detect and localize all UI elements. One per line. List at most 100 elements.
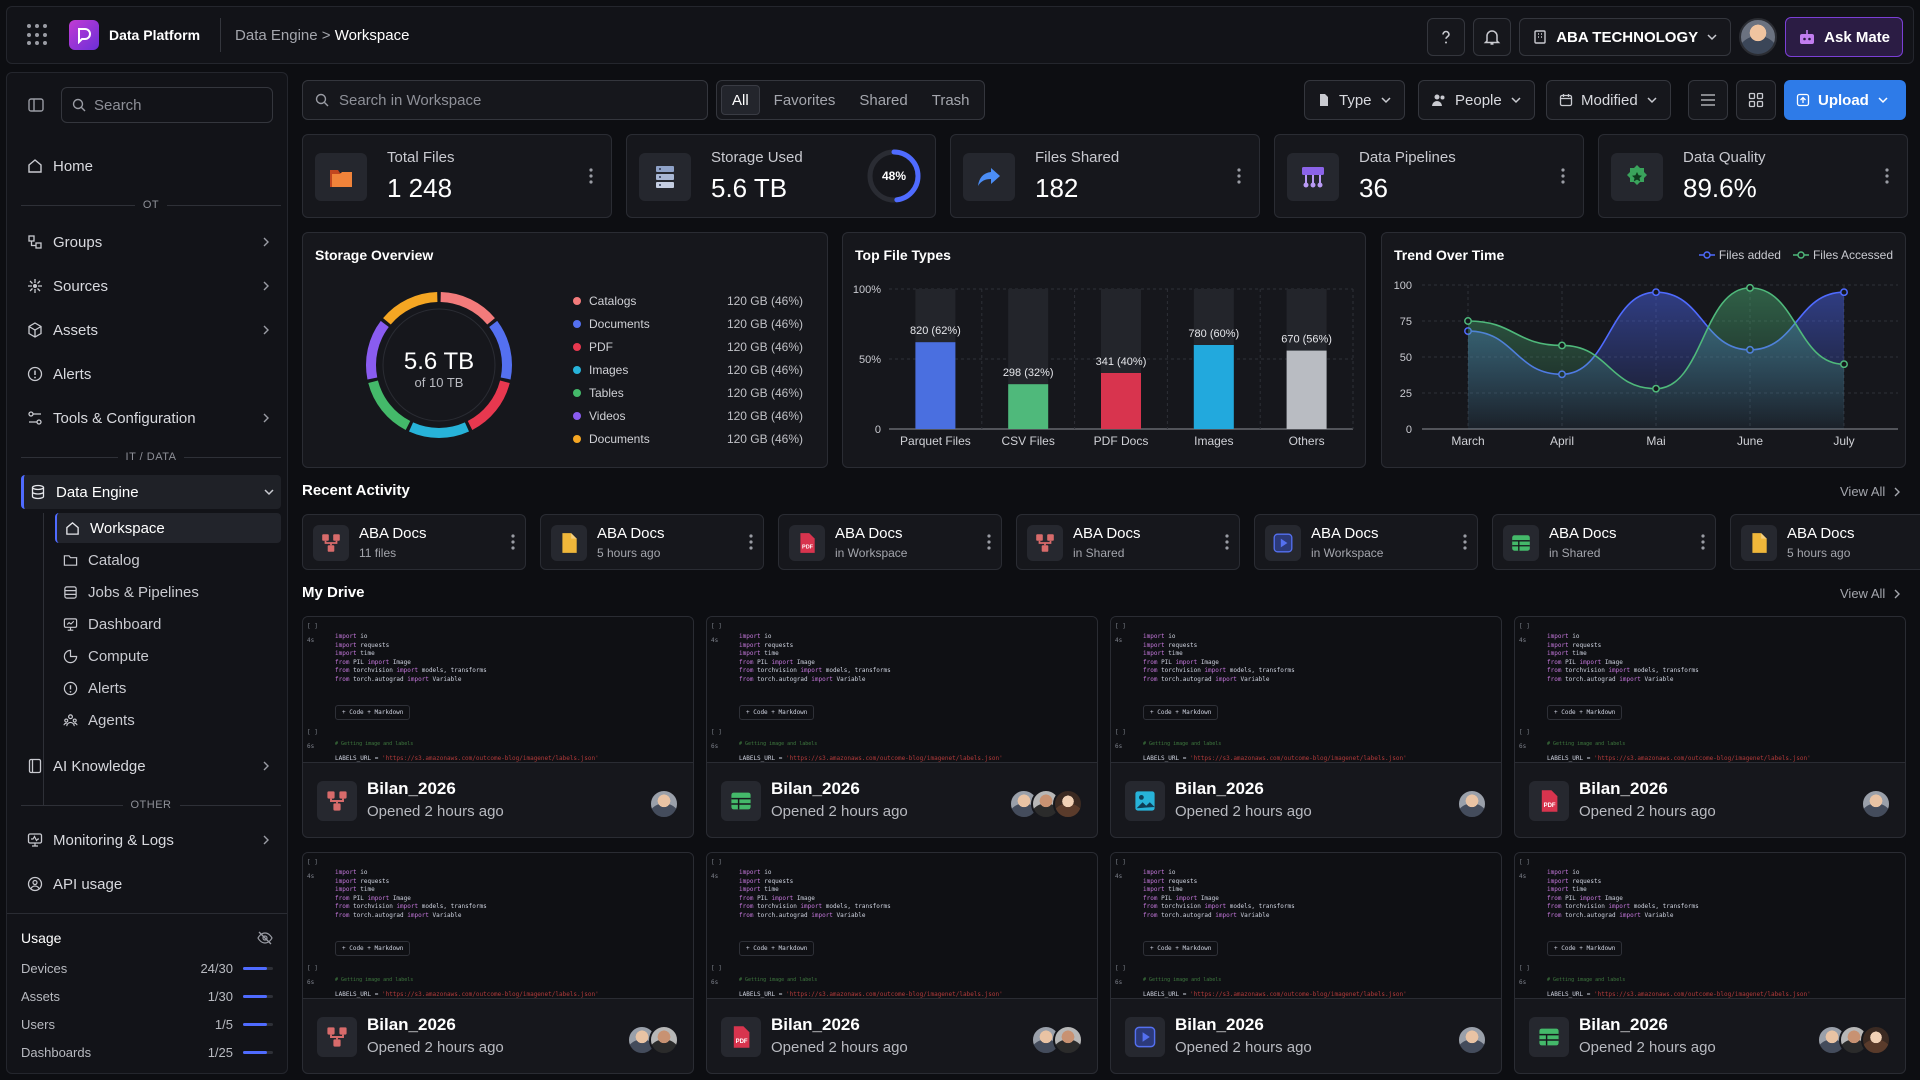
- recent-item-card[interactable]: ABA Docs in Workspace: [1254, 514, 1478, 570]
- avatar[interactable]: [1053, 1025, 1083, 1055]
- drive-file-card[interactable]: [ ] 4s import io import requests import ti…: [1110, 616, 1502, 838]
- sidebar-item-api-usage[interactable]: API usage: [27, 867, 277, 901]
- avatar[interactable]: [649, 789, 679, 819]
- sidebar-toggle-icon[interactable]: [27, 96, 45, 114]
- sidebar-item-alerts[interactable]: Alerts: [27, 357, 277, 391]
- breadcrumb-parent[interactable]: Data Engine: [235, 26, 318, 44]
- monitor-icon: [27, 833, 43, 847]
- drive-view-all-link[interactable]: View All: [1840, 586, 1901, 601]
- recent-item-card[interactable]: ABA Docs 11 files: [302, 514, 526, 570]
- stat-card-data-pipelines[interactable]: Data Pipelines 36: [1274, 134, 1584, 218]
- sidebar-item-ai-knowledge[interactable]: AI Knowledge: [27, 749, 277, 783]
- sidebar-item-groups[interactable]: Groups: [27, 225, 277, 259]
- sidebar-item-home[interactable]: Home: [27, 149, 277, 183]
- recent-item-card[interactable]: ABA Docs in Shared: [1492, 514, 1716, 570]
- legend-value: 120 GB (46%): [726, 316, 803, 331]
- more-vertical-icon[interactable]: [749, 533, 753, 556]
- drive-file-card[interactable]: [ ] 4s import io import requests import ti…: [1110, 852, 1502, 1074]
- home-icon: [66, 521, 79, 535]
- tab-trash[interactable]: Trash: [931, 91, 970, 109]
- drive-file-card[interactable]: [ ] 4s import io import requests import ti…: [302, 852, 694, 1074]
- workspace-search-input[interactable]: Search in Workspace: [302, 80, 708, 120]
- recent-item-card[interactable]: PDF ABA Docs in Workspace: [778, 514, 1002, 570]
- tab-shared[interactable]: Shared: [859, 91, 908, 109]
- more-vertical-icon[interactable]: [1885, 167, 1889, 185]
- bar[interactable]: [1193, 345, 1234, 429]
- shared-avatars: [1031, 1025, 1083, 1055]
- more-vertical-icon[interactable]: [589, 167, 593, 185]
- user-avatar[interactable]: [1739, 18, 1778, 56]
- more-vertical-icon[interactable]: [511, 533, 515, 556]
- more-vertical-icon[interactable]: [1561, 167, 1565, 185]
- search-icon: [315, 93, 329, 107]
- avatar[interactable]: [1053, 789, 1083, 819]
- data-point[interactable]: [1464, 317, 1472, 325]
- bar[interactable]: [1286, 350, 1327, 429]
- recent-item-card[interactable]: ABA Docs in Shared: [1016, 514, 1240, 570]
- sidebar-subitem-dashboard[interactable]: Dashboard: [55, 609, 281, 639]
- recent-item-card[interactable]: ABA Docs 5 hours ago: [540, 514, 764, 570]
- sidebar-subitem-agents[interactable]: Agents: [55, 705, 281, 735]
- avatar[interactable]: [1457, 789, 1487, 819]
- data-point[interactable]: [1652, 384, 1660, 393]
- drive-file-card[interactable]: [ ] 4s import io import requests import ti…: [1514, 852, 1906, 1074]
- avatar[interactable]: [1457, 1025, 1487, 1055]
- sidebar-subitem-catalog[interactable]: Catalog: [55, 545, 281, 575]
- avatar[interactable]: [649, 1025, 679, 1055]
- more-vertical-icon[interactable]: [987, 533, 991, 556]
- sidebar-item-monitoring[interactable]: Monitoring & Logs: [27, 823, 277, 857]
- drive-file-card[interactable]: [ ] 4s import io import requests import ti…: [706, 616, 1098, 838]
- notifications-button[interactable]: [1473, 18, 1512, 56]
- sidebar-subitem-jobs[interactable]: Jobs & Pipelines: [55, 577, 281, 607]
- bar[interactable]: [1101, 373, 1141, 429]
- data-point[interactable]: [1652, 288, 1660, 297]
- type-filter[interactable]: Type: [1304, 80, 1405, 120]
- data-point[interactable]: [1840, 360, 1848, 369]
- data-point[interactable]: [1746, 283, 1754, 292]
- sidebar-subitem-workspace[interactable]: Workspace: [55, 513, 281, 543]
- help-button[interactable]: [1427, 18, 1466, 56]
- stat-card-data-quality[interactable]: Data Quality 89.6%: [1598, 134, 1908, 218]
- tab-all[interactable]: All: [721, 85, 760, 115]
- drive-file-card[interactable]: [ ] 4s import io import requests import ti…: [302, 616, 694, 838]
- avatar[interactable]: [1861, 789, 1891, 819]
- upload-button[interactable]: Upload: [1784, 80, 1906, 120]
- drive-file-card[interactable]: [ ] 4s import io import requests import ti…: [1514, 616, 1906, 838]
- list-view-button[interactable]: [1688, 80, 1728, 120]
- stat-card-total-files[interactable]: Total Files 1 248: [302, 134, 612, 218]
- avatar[interactable]: [1861, 1025, 1891, 1055]
- recent-view-all-link[interactable]: View All: [1840, 484, 1901, 499]
- more-vertical-icon[interactable]: [1237, 167, 1241, 185]
- apps-grid-icon[interactable]: [27, 24, 49, 46]
- sidebar-item-tools[interactable]: Tools & Configuration: [27, 401, 277, 435]
- sidebar-item-data-engine[interactable]: Data Engine: [21, 475, 281, 509]
- more-vertical-icon[interactable]: [1463, 533, 1467, 556]
- sidebar-subitem-compute[interactable]: Compute: [55, 641, 281, 671]
- logo-icon[interactable]: [69, 20, 99, 50]
- sidebar-search-input[interactable]: Search: [61, 87, 273, 123]
- stat-card-storage-used[interactable]: Storage Used 5.6 TB 48%: [626, 134, 936, 218]
- more-vertical-icon[interactable]: [1701, 533, 1705, 556]
- eye-off-icon[interactable]: [257, 930, 273, 946]
- bar[interactable]: [1008, 384, 1049, 429]
- more-vertical-icon[interactable]: [1225, 533, 1229, 556]
- bar[interactable]: [915, 342, 956, 429]
- grid-view-button[interactable]: [1736, 80, 1776, 120]
- modified-filter[interactable]: Modified: [1546, 80, 1671, 120]
- code-label-line: LABELS_URL = 'https://s3.amazonaws.com/o…: [1547, 755, 1811, 762]
- sidebar-item-sources[interactable]: Sources: [27, 269, 277, 303]
- code-thumbnail: [ ] 4s import io import requests import ti…: [1515, 617, 1905, 763]
- ask-mate-button[interactable]: Ask Mate: [1785, 17, 1903, 57]
- data-point[interactable]: [1840, 288, 1848, 297]
- tab-favorites[interactable]: Favorites: [773, 91, 836, 109]
- donut-segment: [383, 292, 438, 325]
- drive-file-card[interactable]: [ ] 4s import io import requests import ti…: [706, 852, 1098, 1074]
- org-switcher[interactable]: ABA TECHNOLOGY: [1519, 18, 1732, 56]
- stat-card-files-shared[interactable]: Files Shared 182: [950, 134, 1260, 218]
- data-point[interactable]: [1558, 341, 1566, 350]
- sidebar-item-assets[interactable]: Assets: [27, 313, 277, 347]
- people-filter[interactable]: People: [1418, 80, 1535, 120]
- sidebar-subitem-alerts[interactable]: Alerts: [55, 673, 281, 703]
- code-thumbnail: [ ] 4s import io import requests import ti…: [1515, 853, 1905, 999]
- recent-item-card[interactable]: ABA Docs 5 hours ago: [1730, 514, 1920, 570]
